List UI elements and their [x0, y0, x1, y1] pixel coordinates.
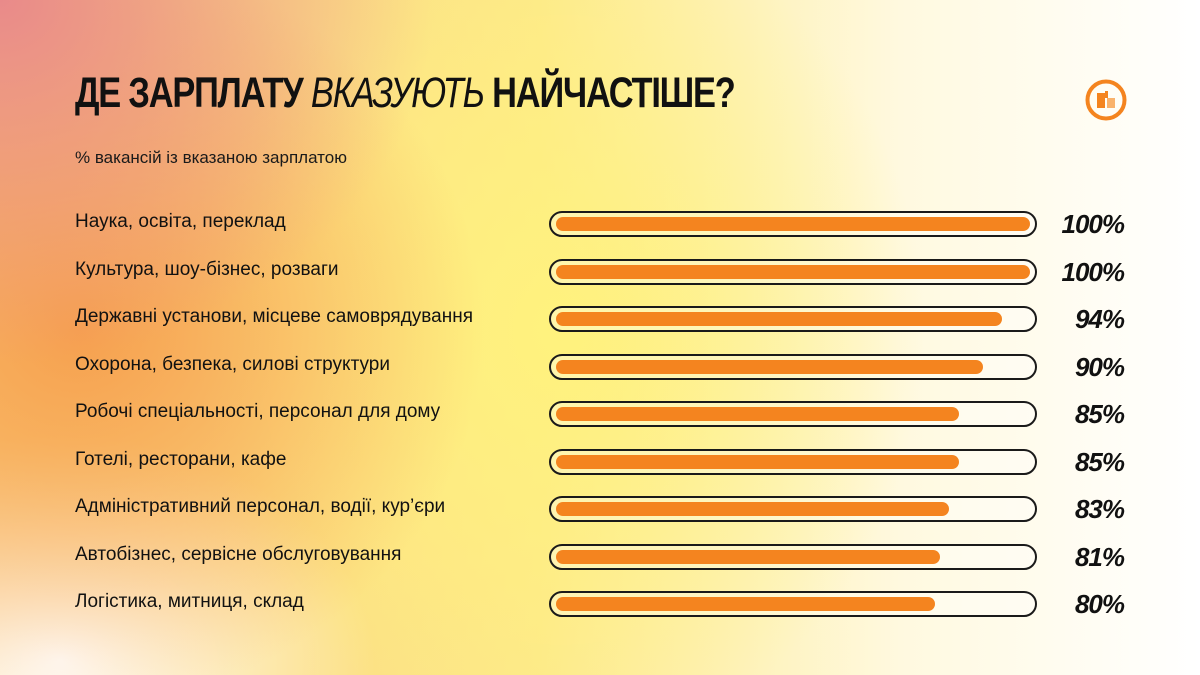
- bar: [556, 502, 950, 516]
- bar: [556, 217, 1030, 231]
- value-label: 80%: [1074, 589, 1125, 619]
- category-label: Автобізнес, сервісне обслуговування: [75, 543, 402, 565]
- category-label: Готелі, ресторани, кафе: [75, 448, 287, 470]
- category-label: Наука, освіта, переклад: [75, 211, 286, 232]
- value-label: 81%: [1074, 541, 1125, 572]
- value-label: 83%: [1074, 494, 1125, 524]
- category-label: Адміністративний персонал, водії, кур’єр…: [75, 496, 446, 517]
- bar-track: [549, 591, 1037, 617]
- page-title: ДЕ ЗАРПЛАТУ ВКАЗУЮТЬ НАЙЧАСТІШЕ?: [75, 69, 736, 117]
- bar-track: [549, 401, 1037, 427]
- category-label: Охорона, безпека, силові структури: [75, 353, 390, 375]
- bar: [556, 549, 940, 564]
- title-emphasis: ВКАЗУЮТЬ: [310, 69, 485, 117]
- category-label: Робочі спеціальності, персонал для дому: [75, 401, 441, 422]
- bar: [556, 312, 1002, 326]
- bar: [556, 407, 959, 421]
- bar-track: [549, 258, 1037, 285]
- title-part-1: ДЕ ЗАРПЛАТУ: [75, 69, 304, 117]
- category-label: Державні установи, місцеве самоврядуванн…: [75, 306, 474, 327]
- brand-logo-icon: [1085, 79, 1127, 121]
- bar: [556, 454, 959, 469]
- bar-track: [549, 353, 1037, 380]
- category-label: Культура, шоу-бізнес, розваги: [75, 258, 339, 280]
- value-label: 85%: [1074, 446, 1125, 477]
- value-label: 100%: [1061, 256, 1126, 287]
- bar-track: [549, 306, 1037, 332]
- bar-track: [549, 211, 1037, 237]
- bar-track: [549, 543, 1037, 570]
- bar: [556, 597, 936, 611]
- value-label: 100%: [1061, 209, 1126, 239]
- bar-track: [549, 448, 1037, 475]
- bar-track: [549, 496, 1037, 522]
- category-label: Логістика, митниця, склад: [75, 591, 304, 612]
- value-label: 85%: [1074, 399, 1125, 429]
- bar: [556, 264, 1030, 279]
- value-label: 90%: [1074, 351, 1125, 382]
- title-part-2: НАЙЧАСТІШЕ?: [492, 69, 736, 117]
- page-subtitle: % вакансій із вказаною зарплатою: [75, 148, 347, 167]
- value-label: 94%: [1074, 304, 1125, 334]
- bar: [556, 359, 983, 374]
